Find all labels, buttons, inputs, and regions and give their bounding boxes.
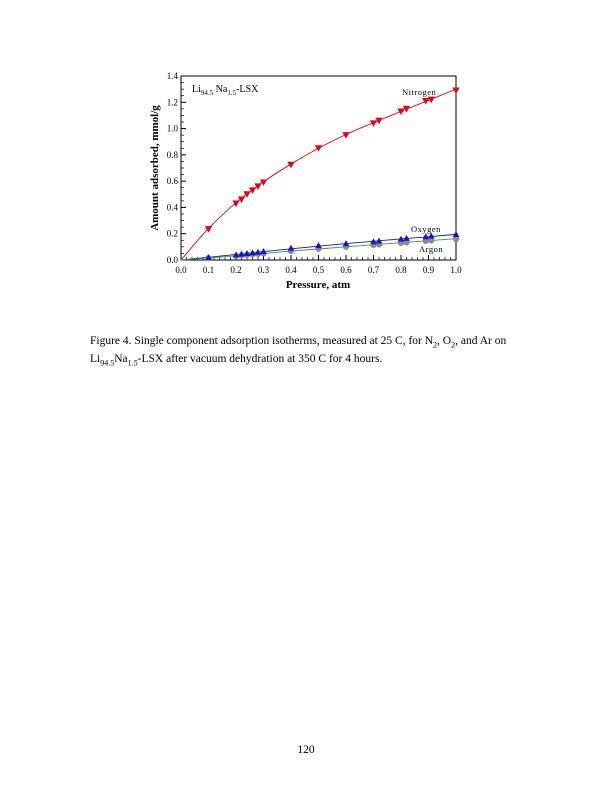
data-point-oxygen (232, 251, 240, 258)
title-subscript: 94.5 (201, 89, 214, 97)
data-point-nitrogen (422, 97, 430, 105)
data-point-nitrogen (204, 226, 213, 233)
data-point-nitrogen (427, 96, 435, 104)
y-tick-label: 0.2 (167, 229, 178, 239)
data-point-argon (452, 235, 460, 243)
data-point-oxygen (397, 235, 405, 242)
data-point-oxygen (260, 248, 267, 255)
data-point-oxygen (370, 238, 377, 245)
title-subscript: 1.5 (227, 89, 236, 97)
x-tick-label: 0.9 (423, 265, 435, 275)
y-tick-label: 0.6 (167, 176, 179, 186)
caption-text: C, for N (395, 335, 434, 347)
y-tick-label: 1.0 (167, 124, 179, 134)
title-text: Li (192, 84, 201, 95)
y-tick-label: 1.2 (167, 97, 178, 107)
data-point-oxygen (205, 253, 212, 260)
data-point-nitrogen (342, 132, 350, 139)
title-text: -LSX (236, 84, 259, 95)
x-tick-label: 0.7 (368, 265, 380, 275)
x-tick-label: 0.3 (258, 265, 270, 275)
data-point-argon (422, 237, 429, 245)
caption-text: , and Ar on Li (90, 335, 507, 366)
x-tick-label: 0.1 (203, 265, 214, 275)
y-axis-ticks: 0.0 0.2 0.4 0.6 0.8 1.0 1.2 1.4 (167, 71, 186, 265)
caption-text: Na (114, 353, 128, 366)
data-point-oxygen (403, 234, 410, 241)
data-point-oxygen (238, 250, 245, 257)
data-point-nitrogen (254, 183, 262, 190)
data-point-oxygen (375, 237, 383, 244)
x-tick-label: 0.2 (230, 265, 241, 275)
x-tick-label: 0.8 (395, 265, 407, 275)
y-tick-label: 0.8 (167, 150, 179, 160)
y-tick-label: 1.4 (167, 71, 179, 81)
x-tick-label: 1.0 (450, 265, 462, 275)
data-point-nitrogen (287, 161, 295, 169)
data-point-oxygen (254, 248, 262, 255)
x-tick-label: 0.6 (340, 265, 352, 275)
caption-text: Figure 4. Single component adsorption is… (90, 335, 396, 347)
data-point-nitrogen (237, 196, 246, 204)
caption-subscript: 94.5 (100, 358, 115, 368)
data-point-nitrogen (369, 120, 378, 127)
data-point-nitrogen (259, 179, 268, 187)
x-axis-ticks: 0.0 0.1 0.2 0.3 0.4 0.5 0.6 0.7 0.8 0.9 1.0 (175, 255, 462, 275)
x-tick-label: 0.5 (313, 265, 325, 275)
x-axis-title: Pressure, atm (286, 279, 350, 291)
x-tick-label: 0.4 (285, 265, 297, 275)
data-point-oxygen (287, 244, 295, 251)
caption-subscript: 2 (451, 340, 456, 350)
series-label-argon: Argon (419, 244, 443, 254)
data-point-nitrogen (243, 191, 251, 198)
data-point-nitrogen (452, 87, 460, 95)
figure-caption: Figure 4. Single component adsorption is… (90, 334, 530, 371)
chart-title: Li94.5 Na1.5-LSX (192, 84, 259, 97)
data-point-argon (428, 237, 435, 244)
data-point-oxygen (243, 250, 251, 257)
caption-subscript: 2 (433, 340, 438, 350)
x-tick-label: 0.0 (175, 265, 187, 275)
data-point-oxygen (249, 249, 256, 256)
data-point-nitrogen (314, 145, 323, 152)
y-tick-label: 0.4 (167, 202, 179, 212)
data-point-oxygen (315, 242, 322, 249)
data-point-oxygen (427, 232, 435, 239)
series-label-nitrogen: Nitrogen (402, 87, 436, 97)
data-point-nitrogen (402, 105, 411, 113)
data-point-nitrogen (397, 108, 405, 116)
caption-text: , O (437, 335, 452, 347)
fit-curves (180, 88, 457, 261)
series-label-oxygen: Oxygen (411, 224, 441, 234)
fit-curve-nitrogen (180, 88, 457, 261)
y-tick-label: 0.0 (167, 255, 179, 265)
caption-subscript: 1.5 (127, 358, 138, 368)
caption-text: C for 4 hours. (318, 353, 383, 366)
data-markers (204, 87, 460, 262)
data-point-oxygen (422, 233, 430, 240)
data-point-nitrogen (375, 117, 383, 125)
page-number: 120 (297, 744, 315, 756)
data-point-nitrogen (232, 200, 240, 208)
data-point-oxygen (452, 230, 460, 237)
y-axis-title: Amount adsorbed, mmol/g (149, 105, 161, 231)
caption-text: -LSX after vacuum dehydration at 350 (137, 353, 319, 366)
data-point-oxygen (342, 240, 350, 247)
data-point-nitrogen (248, 187, 257, 194)
title-text: Na (213, 84, 228, 95)
